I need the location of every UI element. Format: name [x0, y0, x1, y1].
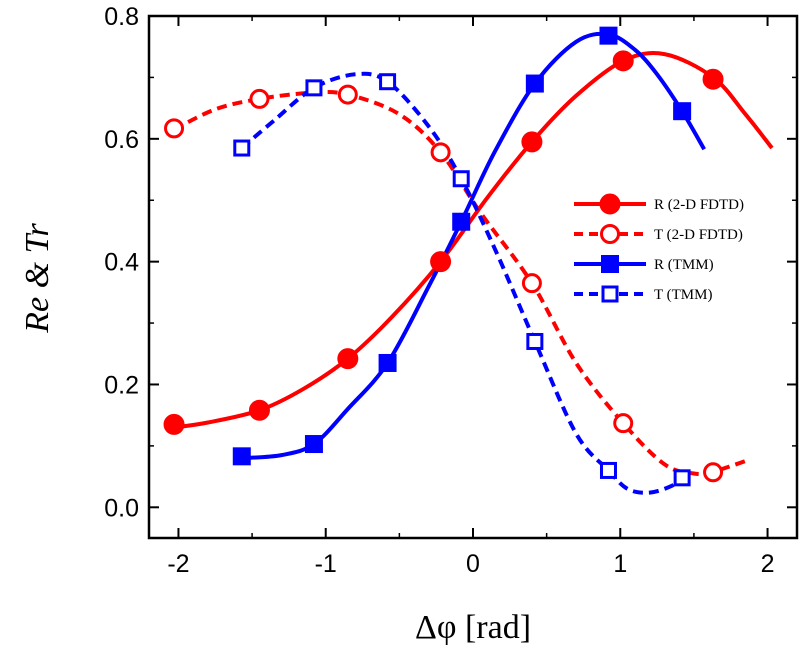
data-point-t-2-d-fdtd	[703, 462, 724, 483]
data-point-t-2-d-fdtd	[337, 84, 358, 105]
y-tick-label: 0.2	[104, 371, 139, 399]
legend-marker-t-tmm	[601, 285, 619, 303]
data-point-t-tmm	[379, 73, 397, 91]
y-axis-title: Re & Tr	[19, 222, 56, 333]
legend-label-r-tmm: R (TMM)	[654, 257, 714, 273]
data-point-t-2-d-fdtd	[249, 88, 270, 109]
data-point-r-2-d-fdtd	[521, 131, 543, 153]
series-curves	[173, 31, 774, 495]
legend-marker-t-2-d-fdtd	[600, 224, 620, 244]
data-point-r-2-d-fdtd	[248, 399, 270, 421]
data-point-t-2-d-fdtd	[430, 142, 451, 163]
data-point-r-tmm	[232, 447, 251, 466]
data-point-r-2-d-fdtd	[612, 50, 634, 72]
legend-label-t-tmm: T (TMM)	[654, 287, 712, 303]
data-point-t-tmm	[526, 332, 544, 350]
data-point-r-tmm	[304, 435, 323, 454]
data-point-r-tmm	[673, 102, 692, 121]
data-point-r-2-d-fdtd	[163, 413, 185, 435]
legend-marker-r-2-d-fdtd	[599, 193, 621, 215]
legend-label-r-2-d-fdtd: R (2-D FDTD)	[654, 197, 744, 213]
axis-ticks: -2 -1 0 1 2 0.0 0.2 0.4 0.6 0.8	[104, 3, 797, 578]
data-point-t-2-d-fdtd	[521, 273, 542, 294]
legend-marker-r-tmm	[601, 255, 619, 273]
data-point-r-tmm	[452, 212, 471, 231]
y-tick-label: 0.6	[104, 126, 139, 154]
data-point-t-tmm	[233, 139, 251, 157]
legend: R (2-D FDTD) T (2-D FDTD) R (TMM) T (TMM)	[574, 193, 744, 303]
data-point-t-tmm	[452, 170, 470, 188]
data-point-t-tmm	[673, 469, 691, 487]
data-point-t-2-d-fdtd	[164, 118, 185, 139]
y-tick-label: 0.8	[104, 3, 139, 31]
y-tick-label: 0.0	[104, 494, 139, 522]
legend-label-t-2-d-fdtd: T (2-D FDTD)	[654, 227, 743, 243]
data-point-r-tmm	[378, 353, 397, 372]
series-markers	[163, 26, 724, 487]
x-tick-label: -2	[167, 550, 189, 578]
data-point-t-tmm	[305, 79, 323, 97]
series-line-r-2-d-fdtd	[173, 50, 774, 430]
data-point-r-2-d-fdtd	[702, 68, 724, 90]
data-point-r-2-d-fdtd	[337, 348, 359, 370]
series-line-r-tmm	[241, 31, 706, 461]
data-point-t-tmm	[599, 461, 617, 479]
x-tick-label: 1	[613, 550, 627, 578]
data-point-r-tmm	[599, 26, 618, 45]
data-point-r-tmm	[525, 74, 544, 93]
x-tick-label: 0	[466, 550, 480, 578]
data-point-r-2-d-fdtd	[430, 251, 452, 273]
series-line-t-tmm	[240, 71, 684, 495]
x-axis-title: Δφ [rad]	[415, 609, 531, 646]
data-point-t-2-d-fdtd	[613, 413, 634, 434]
x-tick-label: 2	[761, 550, 775, 578]
x-tick-label: -1	[315, 550, 337, 578]
y-tick-label: 0.4	[104, 249, 139, 277]
